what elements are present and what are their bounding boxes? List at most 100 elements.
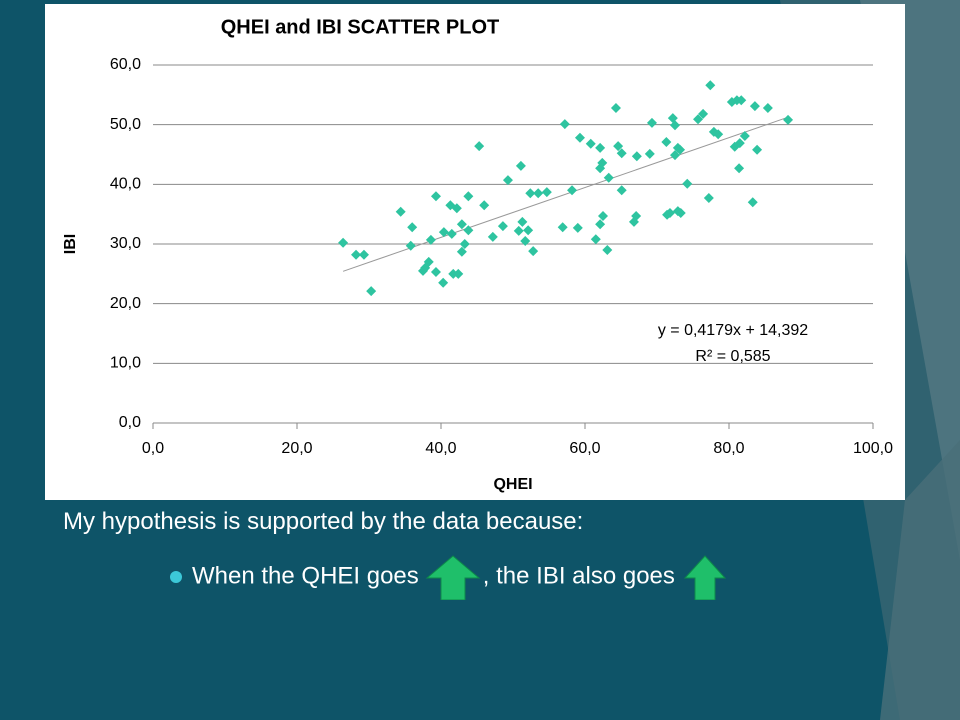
data-point	[487, 231, 498, 242]
data-point	[747, 197, 758, 208]
data-point	[616, 185, 627, 196]
data-point	[430, 267, 441, 278]
chart: QHEI and IBI SCATTER PLOT QHEI IBI 0,0 10…	[45, 4, 905, 500]
decor-panel	[880, 440, 960, 720]
data-point	[631, 151, 642, 162]
data-point	[646, 117, 657, 128]
x-tick-label: 80,0	[713, 440, 744, 457]
data-point	[631, 210, 642, 221]
y-tick-label: 30,0	[110, 235, 141, 252]
data-point	[698, 108, 709, 119]
data-point	[459, 239, 470, 249]
data-point	[703, 193, 714, 204]
data-point	[446, 228, 457, 239]
data-point	[559, 119, 570, 130]
chart-title: QHEI and IBI SCATTER PLOT	[221, 16, 500, 38]
data-point	[572, 222, 583, 233]
data-point	[667, 113, 678, 124]
data-point	[693, 114, 704, 125]
data-point	[574, 132, 585, 143]
data-point	[541, 187, 552, 198]
data-point	[474, 141, 485, 152]
y-tick-label: 0,0	[119, 414, 141, 431]
data-point	[644, 148, 655, 159]
data-point	[616, 148, 627, 159]
data-point	[528, 246, 539, 257]
data-point	[438, 277, 449, 288]
data-point	[670, 120, 680, 131]
slide-text: My hypothesis is supported by the data b…	[63, 508, 584, 535]
x-tick-label: 40,0	[425, 440, 456, 457]
data-point	[463, 225, 474, 236]
data-point	[395, 206, 406, 217]
data-point	[762, 102, 773, 113]
data-point	[438, 227, 449, 238]
data-point	[752, 144, 763, 155]
data-point	[557, 222, 568, 233]
data-point	[525, 188, 536, 199]
data-point	[675, 207, 686, 218]
data-point	[517, 216, 528, 227]
data-point	[502, 175, 513, 186]
data-point	[734, 138, 745, 149]
bullet-text: , the IBI also goes	[482, 562, 675, 590]
data-point	[661, 136, 672, 147]
trendline	[342, 116, 789, 272]
data-point	[675, 144, 686, 155]
bullet-dot	[170, 571, 182, 583]
data-point	[366, 286, 377, 297]
data-point	[585, 138, 596, 149]
data-point	[713, 129, 724, 140]
data-point	[448, 268, 459, 279]
data-point	[479, 200, 490, 211]
data-point	[515, 160, 526, 171]
data-point	[602, 244, 613, 255]
up-arrow-icon	[425, 555, 481, 601]
data-point	[567, 185, 578, 196]
data-point	[664, 207, 675, 218]
data-point	[497, 221, 508, 232]
y-tick-label: 50,0	[110, 116, 141, 133]
x-tick-label: 0,0	[142, 440, 164, 457]
data-point	[338, 237, 349, 248]
data-point	[513, 225, 524, 236]
y-tick-label: 60,0	[110, 56, 141, 73]
data-point	[749, 101, 760, 112]
data-point	[523, 225, 534, 236]
data-point	[783, 114, 794, 125]
data-point	[453, 268, 464, 279]
x-axis-label: QHEI	[493, 476, 532, 493]
data-point	[405, 240, 416, 251]
y-tick-label: 20,0	[110, 295, 141, 312]
data-point	[682, 178, 693, 189]
x-tick-label: 100,0	[853, 440, 893, 457]
data-point	[351, 249, 362, 260]
data-point	[603, 172, 614, 183]
data-point	[610, 102, 621, 113]
x-tick-label: 60,0	[569, 440, 600, 457]
data-point	[597, 157, 608, 168]
r-squared: R² = 0,585	[695, 348, 770, 365]
data-point	[456, 219, 467, 230]
data-point	[598, 210, 608, 221]
data-point	[423, 256, 434, 267]
data-point	[520, 236, 531, 247]
data-point	[407, 222, 418, 233]
y-tick-label: 40,0	[110, 176, 141, 193]
bullet: When the QHEI goes , the IBI also goes	[170, 554, 727, 601]
data-point	[739, 131, 750, 142]
y-axis-label: IBI	[62, 234, 79, 254]
data-point	[736, 95, 747, 106]
data-point	[463, 191, 474, 202]
data-point	[670, 150, 680, 161]
x-tick-label: 20,0	[281, 440, 312, 457]
bullet-text: When the QHEI goes	[192, 562, 419, 590]
data-point	[590, 234, 601, 245]
data-point	[358, 249, 369, 260]
y-tick-label: 10,0	[110, 355, 141, 372]
data-point	[425, 234, 436, 245]
data-point	[456, 246, 467, 257]
data-point	[595, 219, 606, 230]
data-point	[430, 191, 441, 202]
